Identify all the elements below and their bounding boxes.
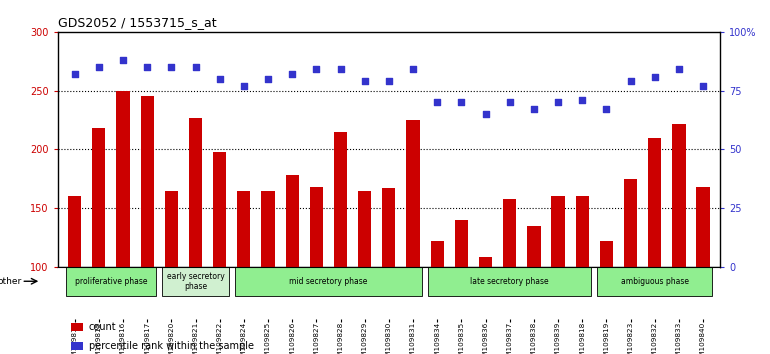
Point (431, 99, 444, 105)
Point (189, 64, 202, 70)
Bar (382, 188, 396, 267)
Point (576, 97, 588, 103)
Bar (235, 267, 422, 296)
Bar (189, 118, 203, 267)
Bar (162, 267, 229, 296)
Text: mid secretory phase: mid secretory phase (290, 277, 367, 286)
Bar (165, 190, 178, 267)
Point (359, 78, 371, 84)
Point (166, 64, 178, 70)
Bar (428, 267, 591, 296)
Bar (527, 226, 541, 267)
Bar (503, 199, 517, 267)
Bar (334, 132, 347, 267)
Text: late secretory phase: late secretory phase (470, 277, 549, 286)
Point (480, 111, 492, 117)
Bar (71, 323, 83, 331)
Bar (213, 152, 226, 267)
Point (69, 72, 81, 77)
Bar (672, 124, 685, 267)
Text: other: other (0, 277, 22, 286)
Bar (310, 187, 323, 267)
Bar (68, 196, 82, 267)
Point (383, 78, 395, 84)
Text: percentile rank within the sample: percentile rank within the sample (89, 341, 254, 351)
Point (697, 83, 709, 89)
Point (286, 72, 298, 77)
Bar (455, 220, 468, 267)
Point (117, 57, 129, 63)
Bar (600, 241, 613, 267)
Point (455, 99, 467, 105)
Bar (286, 175, 299, 267)
Bar (648, 138, 661, 267)
Point (504, 99, 516, 105)
Point (141, 64, 153, 70)
Point (262, 76, 274, 82)
Bar (696, 187, 710, 267)
Point (334, 67, 346, 72)
Bar (575, 196, 589, 267)
Text: GDS2052 / 1553715_s_at: GDS2052 / 1553715_s_at (58, 16, 216, 29)
Bar (551, 196, 564, 267)
Bar (92, 128, 105, 267)
Bar (141, 97, 154, 267)
Bar (624, 179, 638, 267)
Point (624, 78, 637, 84)
Bar (71, 342, 83, 349)
Point (310, 67, 323, 72)
Bar (237, 190, 250, 267)
Text: count: count (89, 322, 116, 332)
Bar (479, 257, 492, 267)
Bar (116, 91, 129, 267)
Point (92, 64, 105, 70)
Bar (261, 190, 275, 267)
Point (648, 74, 661, 79)
Point (673, 67, 685, 72)
Text: ambiguous phase: ambiguous phase (621, 277, 688, 286)
Bar (358, 190, 371, 267)
Point (527, 107, 540, 112)
Point (213, 76, 226, 82)
Text: proliferative phase: proliferative phase (75, 277, 147, 286)
Bar (598, 267, 712, 296)
Point (238, 83, 250, 89)
Point (552, 99, 564, 105)
Bar (407, 120, 420, 267)
Bar (430, 241, 444, 267)
Text: early secretory
phase: early secretory phase (166, 272, 224, 291)
Point (600, 107, 612, 112)
Point (407, 67, 419, 72)
Bar (65, 267, 156, 296)
